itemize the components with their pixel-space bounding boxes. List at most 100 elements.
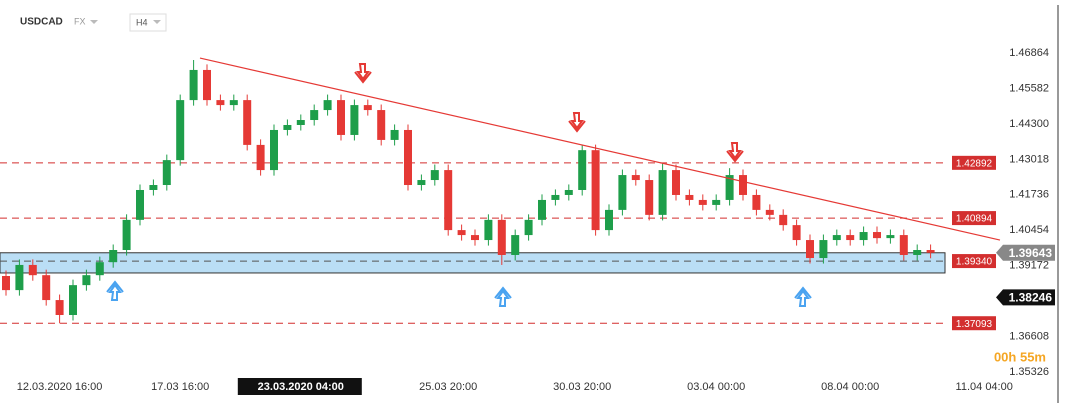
candle-body — [672, 170, 680, 195]
candle-body — [564, 189, 573, 195]
current-price-box — [996, 244, 1055, 261]
candle-body — [216, 100, 225, 106]
candle-body — [363, 105, 372, 111]
candle-body — [15, 264, 24, 291]
candle-body — [283, 124, 292, 130]
candle-body — [685, 194, 694, 200]
y-tick-label: 1.44300 — [1009, 118, 1049, 130]
dropdown-icon[interactable] — [153, 20, 161, 24]
candle-body — [832, 235, 841, 241]
x-tick-label: 17.03 16:00 — [151, 381, 209, 393]
dropdown-icon[interactable] — [90, 20, 98, 24]
candle-body — [444, 170, 453, 231]
y-tick-label: 1.45582 — [1009, 82, 1049, 94]
candle-body — [712, 199, 721, 205]
candle-body — [229, 100, 238, 106]
candle-body — [618, 175, 627, 210]
candle-body — [752, 194, 761, 210]
candle-body — [28, 264, 37, 276]
candle-body — [605, 209, 613, 231]
level-label: 1.37093 — [956, 319, 993, 330]
candle-body — [899, 235, 908, 255]
candle-body — [658, 170, 667, 215]
candle-body — [645, 180, 654, 215]
x-tick-label: 11.04 04:00 — [956, 381, 1013, 393]
y-tick-label: 1.43018 — [1009, 153, 1049, 165]
candle-body — [698, 199, 707, 205]
level-label: 1.40894 — [956, 214, 993, 225]
y-tick-label: 1.40454 — [1009, 224, 1049, 236]
candle-body — [578, 150, 587, 190]
candle-body — [310, 110, 319, 121]
candle-body — [350, 105, 359, 135]
candle-body — [779, 214, 788, 226]
candle-body — [926, 250, 935, 253]
candle-body — [377, 110, 386, 140]
candle-body — [471, 235, 479, 241]
candle-body — [122, 219, 131, 251]
candle-body — [551, 194, 560, 200]
level-box — [952, 211, 996, 226]
candle-body — [457, 230, 466, 236]
candle-body — [859, 232, 868, 241]
candle-body — [404, 129, 412, 186]
candle-body — [176, 100, 185, 161]
level-label: 1.39340 — [956, 257, 993, 268]
level-box — [952, 155, 996, 170]
candle-body — [162, 160, 171, 186]
candle-body — [42, 275, 51, 301]
current-price: 1.39643 — [1009, 246, 1053, 260]
candle-body — [323, 100, 332, 111]
candle-body — [136, 189, 144, 220]
candle-body — [69, 285, 77, 316]
trendline — [199, 57, 1001, 241]
y-tick-label: 1.35326 — [1009, 366, 1049, 378]
candle-body — [203, 69, 211, 101]
timeframe-box[interactable] — [129, 13, 167, 32]
candle-body — [886, 235, 895, 239]
candle-body — [337, 100, 345, 135]
candle-body — [806, 240, 814, 259]
x-tick-label: 03.04 00:00 — [687, 381, 745, 393]
candle-body — [270, 129, 278, 171]
y-tick-label: 1.39172 — [1009, 260, 1049, 272]
level-box — [952, 254, 996, 269]
candle-body — [189, 69, 198, 101]
candle-body — [591, 150, 600, 231]
candle-body — [739, 175, 747, 195]
market: FX — [74, 16, 86, 26]
candle-body — [82, 275, 91, 286]
candle-body — [725, 175, 734, 200]
y-tick-label: 1.46864 — [1009, 47, 1049, 59]
second-price-box — [996, 289, 1055, 306]
candle-body — [792, 225, 801, 241]
x-tick-label: 12.03.2020 16:00 — [17, 381, 103, 393]
candle-body — [430, 170, 439, 181]
level-label: 1.42892 — [956, 158, 993, 169]
candle-body — [873, 232, 881, 239]
second-price: 1.38246 — [1009, 291, 1053, 305]
candle-body — [256, 144, 265, 171]
candle-body — [417, 180, 426, 186]
y-tick-label: 1.41736 — [1009, 189, 1049, 201]
candle-body — [95, 262, 104, 276]
x-tick-highlight — [237, 378, 362, 395]
candle-body — [631, 175, 640, 181]
candle-body — [538, 199, 546, 220]
x-tick-label: 25.03 20:00 — [419, 381, 477, 393]
timeframe[interactable]: H4 — [136, 17, 148, 27]
candle-body — [913, 250, 922, 255]
candle-body — [765, 209, 774, 215]
candle-body — [243, 100, 252, 145]
candle-body — [846, 235, 855, 241]
candle-body — [819, 240, 828, 259]
candle-body — [109, 250, 118, 263]
candle-body — [497, 219, 506, 255]
x-tick-label: 08.04 00:00 — [821, 381, 879, 393]
candle-body — [296, 120, 305, 125]
x-tick-label: 30.03 20:00 — [553, 381, 611, 393]
symbol: USDCAD — [20, 17, 63, 28]
candle-body — [55, 300, 64, 316]
candle-body — [149, 185, 158, 190]
